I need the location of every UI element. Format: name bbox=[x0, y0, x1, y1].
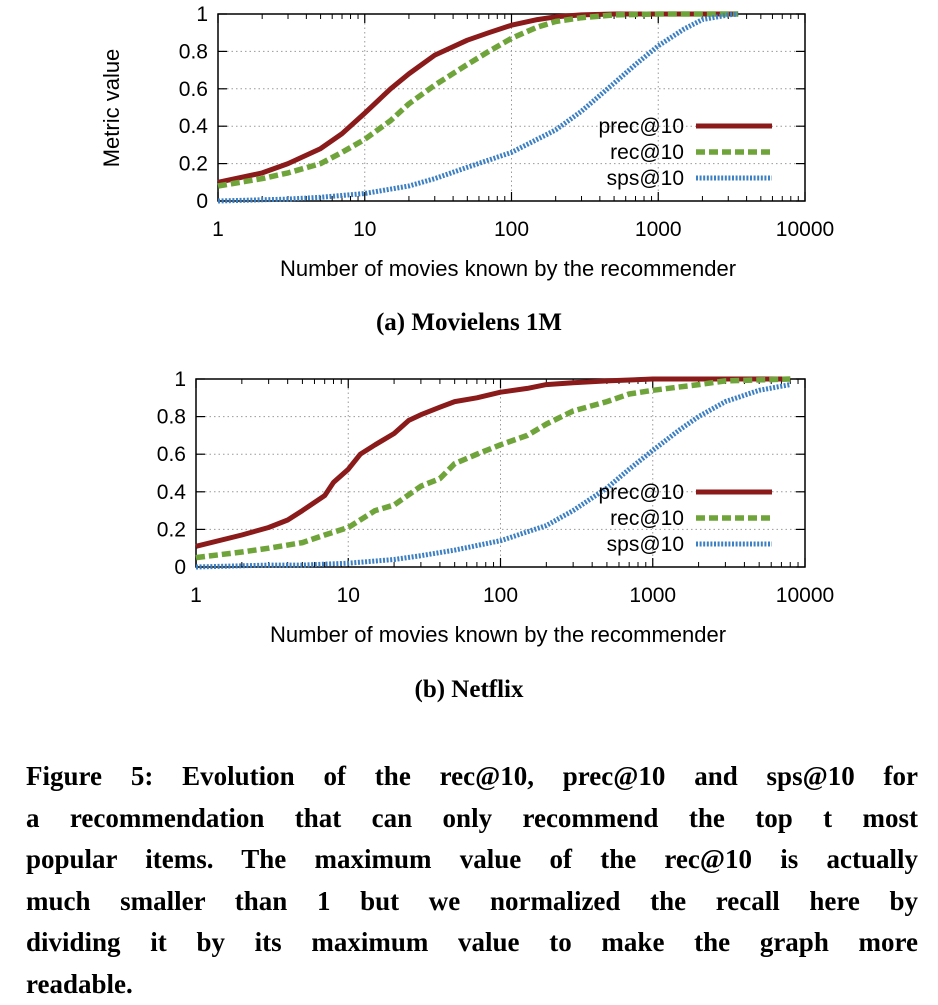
y-tick-label: 0.6 bbox=[179, 78, 208, 101]
subcaption-netflix: (b) Netflix bbox=[0, 676, 938, 704]
figure-caption: Figure 5: Evolution of the rec@10, prec@… bbox=[26, 756, 918, 1005]
subcaption-movielens: (a) Movielens 1M bbox=[0, 309, 938, 337]
y-tick-label: 0 bbox=[196, 190, 208, 213]
x-tick-label: 1 bbox=[190, 584, 202, 607]
legend-label: rec@10 bbox=[610, 141, 684, 164]
y-tick-label: 0.2 bbox=[157, 518, 186, 541]
y-tick-label: 0.8 bbox=[179, 40, 208, 63]
x-axis-title: Number of movies known by the recommende… bbox=[270, 622, 726, 647]
x-tick-label: 10 bbox=[337, 584, 360, 607]
series-line-rec-at-10 bbox=[196, 379, 790, 558]
x-tick-label: 1000 bbox=[635, 218, 682, 241]
y-tick-label: 1 bbox=[196, 3, 208, 26]
y-tick-label: 0.8 bbox=[157, 406, 186, 429]
series-line-prec-at-10 bbox=[196, 379, 790, 546]
caption-line: a recommendation that can only recommend… bbox=[26, 798, 918, 840]
chart-netflix: 1 10 100 1000 10000 0 0.2 0.4 0.6 0.8 1 prec@10 rec… bbox=[0, 366, 938, 666]
y-axis-title: Metric value bbox=[99, 49, 124, 168]
y-tick-label: 0.2 bbox=[179, 153, 208, 176]
caption-line: popular items. The maximum value of the … bbox=[26, 839, 918, 881]
y-tick-label: 0.4 bbox=[179, 115, 209, 138]
legend-label: rec@10 bbox=[610, 507, 684, 530]
x-tick-label: 10000 bbox=[776, 218, 834, 241]
x-tick-label: 10000 bbox=[776, 584, 834, 607]
y-tick-label: 0.4 bbox=[157, 481, 187, 504]
y-tick-label: 0.6 bbox=[157, 443, 186, 466]
y-tick-label: 1 bbox=[174, 368, 186, 391]
y-tick-label: 0 bbox=[174, 556, 186, 579]
legend-label: sps@10 bbox=[607, 167, 684, 190]
legend-label: sps@10 bbox=[607, 533, 684, 556]
x-tick-label: 100 bbox=[494, 218, 529, 241]
x-tick-label: 1000 bbox=[629, 584, 676, 607]
series-line-sps-at-10 bbox=[196, 385, 790, 567]
caption-line: dividing it by its maximum value to make… bbox=[26, 922, 918, 964]
legend-label: prec@10 bbox=[598, 481, 684, 504]
chart-movielens: 1 10 100 1000 10000 0 0.2 0.4 0.6 0.8 1 prec@10 rec… bbox=[0, 0, 938, 300]
caption-line: readable. bbox=[26, 964, 918, 1005]
x-tick-label: 10 bbox=[353, 218, 376, 241]
caption-line: much smaller than 1 but we normalized th… bbox=[26, 881, 918, 923]
x-axis-title: Number of movies known by the recommende… bbox=[280, 256, 736, 281]
x-tick-label: 100 bbox=[483, 584, 518, 607]
caption-line: Figure 5: Evolution of the rec@10, prec@… bbox=[26, 756, 918, 798]
x-tick-label: 1 bbox=[212, 218, 224, 241]
legend-label: prec@10 bbox=[598, 115, 684, 138]
